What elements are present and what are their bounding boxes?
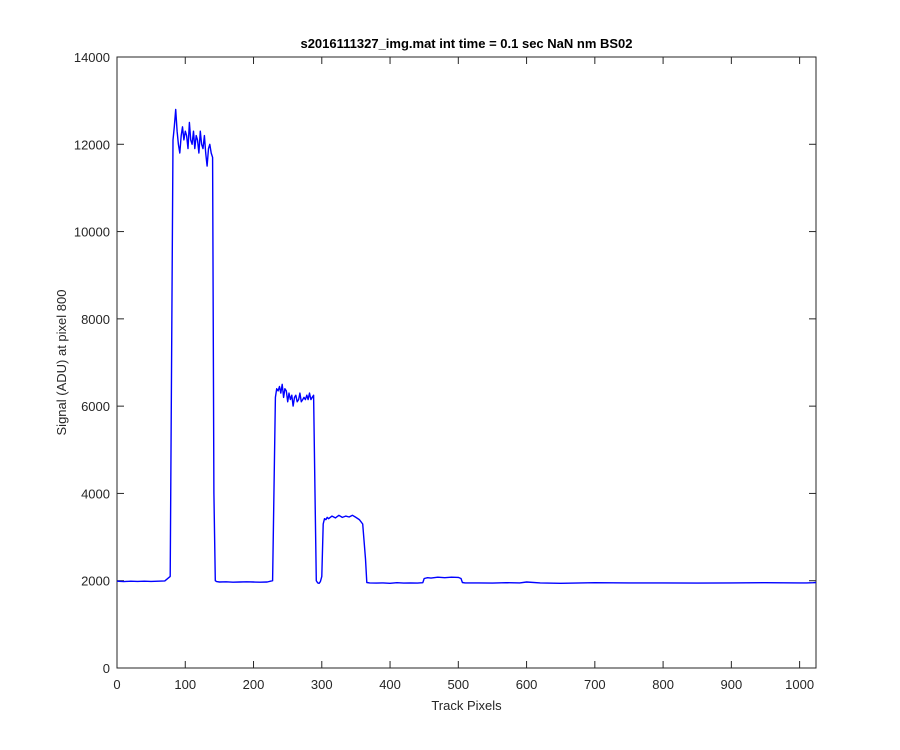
y-tick-label: 12000 <box>74 137 110 152</box>
x-tick-label: 100 <box>174 677 196 692</box>
y-tick-label: 2000 <box>81 574 110 589</box>
x-tick-label: 500 <box>447 677 469 692</box>
x-tick-label: 700 <box>584 677 606 692</box>
y-tick-label: 6000 <box>81 399 110 414</box>
x-tick-label: 0 <box>113 677 120 692</box>
x-axis-label: Track Pixels <box>431 698 502 713</box>
x-tick-label: 200 <box>243 677 265 692</box>
x-tick-label: 1000 <box>785 677 814 692</box>
x-tick-label: 900 <box>721 677 743 692</box>
x-tick-label: 800 <box>652 677 674 692</box>
y-axis-label: Signal (ADU) at pixel 800 <box>54 290 69 436</box>
y-tick-label: 8000 <box>81 312 110 327</box>
y-tick-label: 10000 <box>74 225 110 240</box>
y-tick-label: 0 <box>103 661 110 676</box>
x-tick-label: 600 <box>516 677 538 692</box>
chart-title: s2016111327_img.mat int time = 0.1 sec N… <box>300 36 632 51</box>
x-tick-label: 300 <box>311 677 333 692</box>
y-tick-label: 4000 <box>81 486 110 501</box>
plot-area <box>116 56 817 669</box>
y-tick-label: 14000 <box>74 50 110 65</box>
x-tick-label: 400 <box>379 677 401 692</box>
series-line <box>116 108 817 584</box>
